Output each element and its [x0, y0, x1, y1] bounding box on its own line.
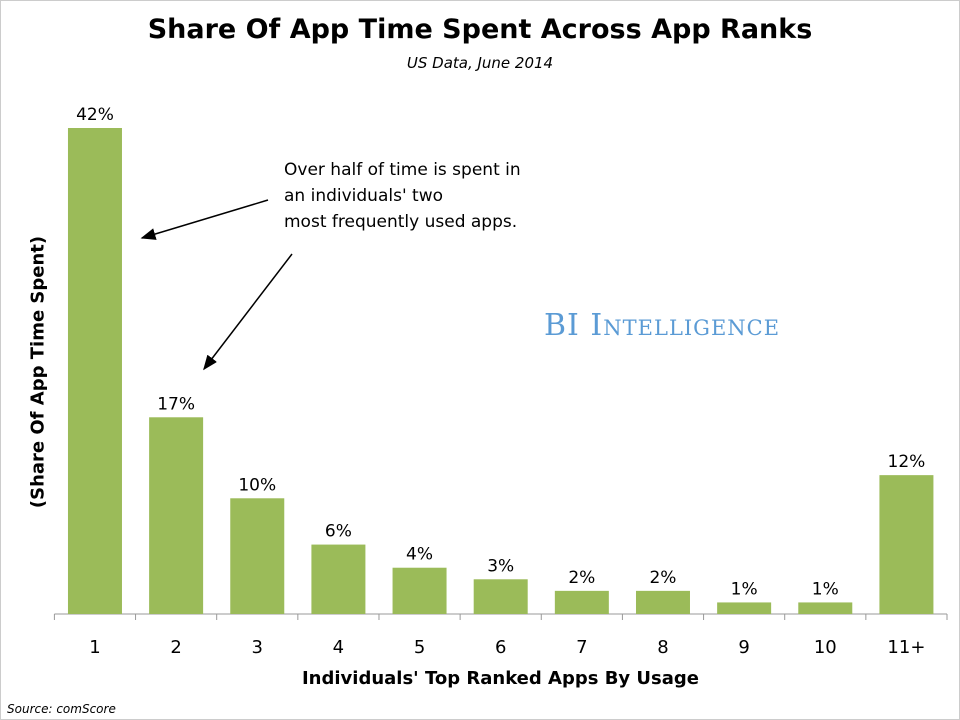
bar: [635, 590, 690, 614]
x-tick-label: 7: [576, 637, 587, 658]
annotation-arrow: [203, 253, 293, 371]
annotation-line: Over half of time is spent in: [284, 160, 521, 180]
x-axis-label: Individuals' Top Ranked Apps By Usage: [301, 668, 700, 689]
x-tick-label: 9: [738, 637, 749, 658]
x-tick-label: 5: [414, 637, 425, 658]
x-tick-label: 10: [814, 637, 837, 658]
bar: [879, 475, 934, 614]
data-label: 1%: [731, 579, 758, 599]
bar: [798, 602, 853, 614]
x-tick-label: 8: [657, 637, 668, 658]
data-label: 10%: [238, 475, 276, 495]
data-label: 6%: [325, 522, 352, 542]
chart-title: Share Of App Time Spent Across App Ranks: [147, 14, 813, 45]
annotation-arrow: [140, 199, 269, 240]
bar: [230, 498, 285, 614]
bar: [67, 128, 122, 614]
annotation-text: Over half of time is spent in an individ…: [284, 157, 521, 235]
x-tick-label: 11+: [887, 637, 925, 658]
chart-subtitle: US Data, June 2014: [406, 54, 554, 72]
data-label: 1%: [812, 579, 839, 599]
x-tick-label: 3: [252, 637, 263, 658]
x-tick-label: 6: [495, 637, 506, 658]
source-note: Source: comScore: [7, 702, 116, 716]
x-tick-label: 2: [170, 637, 181, 658]
data-label: 2%: [649, 568, 676, 588]
data-label: 4%: [406, 545, 433, 565]
annotation-line: most frequently used apps.: [284, 212, 518, 232]
data-label: 42%: [76, 105, 114, 125]
bar: [554, 590, 609, 614]
annotation-line: an individuals' two: [284, 186, 444, 206]
bar: [149, 417, 204, 614]
x-tick-label: 4: [333, 637, 344, 658]
data-label: 2%: [568, 568, 595, 588]
watermark-logo: BI Intelligence: [544, 308, 781, 343]
bar: [311, 544, 366, 614]
data-label: 3%: [487, 556, 514, 576]
bar: [473, 579, 528, 614]
data-label: 12%: [888, 452, 926, 472]
data-label: 17%: [157, 394, 195, 414]
bar: [717, 602, 772, 614]
x-tick-label: 1: [89, 637, 100, 658]
bar: [392, 567, 447, 614]
